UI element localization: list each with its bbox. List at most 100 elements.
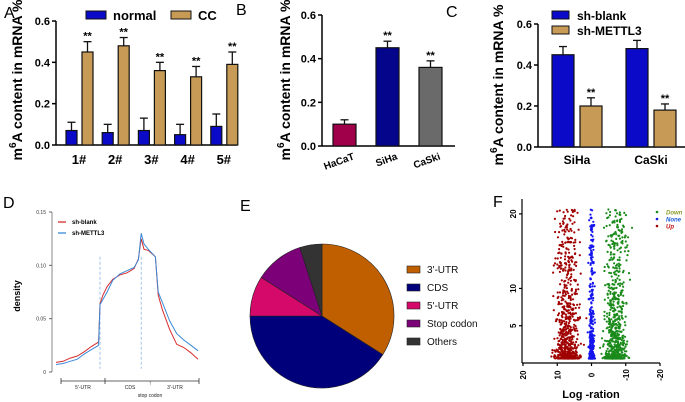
panel-d-ytick-label: 0: [43, 370, 46, 376]
panel-f-point-Down: [624, 324, 627, 327]
panel-f-point-Down: [602, 226, 606, 229]
panel-f-point-Up: [563, 285, 567, 288]
panel-f-point-None: [589, 322, 592, 325]
panel-f-point-Up: [575, 350, 578, 353]
panel-f-point-Down: [606, 250, 609, 253]
panel-f-point-Down: [613, 245, 616, 248]
panel-f-point-Up: [558, 353, 562, 356]
panel-f-point-Down: [618, 278, 621, 281]
panel-f-point-Up: [574, 325, 577, 328]
panel-f-point-Up: [558, 231, 561, 234]
panel-c-xtick-label: CaSki: [634, 153, 667, 167]
panel-f-point-Down: [624, 214, 628, 217]
panel-f-point-Down: [618, 315, 621, 318]
panel-f-point-Up: [571, 210, 574, 214]
panel-f-point-Up: [579, 272, 582, 275]
panel-f-point-Down: [620, 357, 624, 360]
panel-f-point-Up: [562, 336, 565, 339]
panel-f-point-Up: [566, 337, 569, 340]
panel-f-point-Up: [571, 222, 574, 225]
panel-f-point-Down: [609, 251, 613, 254]
panel-f-point-Up: [567, 260, 570, 264]
panel-f-point-Up: [565, 334, 568, 337]
panel-f-point-None: [591, 269, 594, 272]
panel-f-point-Up: [561, 356, 564, 359]
panel-f-point-Down: [613, 221, 616, 224]
panel-c-ytick-label: 0.2: [517, 101, 532, 113]
panel-f-point-None: [589, 313, 592, 316]
panel-f-point-Up: [572, 241, 575, 244]
panel-f-point-Down: [606, 292, 609, 295]
panel-f-point-None: [592, 310, 595, 314]
panel-f-point-None: [591, 209, 594, 212]
panel-f-point-Down: [613, 323, 616, 326]
panel-f-point-Down: [621, 271, 625, 274]
panel-f-point-Down: [614, 319, 617, 323]
panel-f-point-Down: [624, 234, 627, 237]
panel-f-point-Up: [564, 332, 567, 335]
panel-f-point-Down: [612, 266, 615, 269]
panel-f-point-Down: [619, 282, 622, 285]
panel-f-point-None: [589, 283, 592, 286]
panel-f-point-Up: [563, 294, 566, 297]
panel-f-point-Up: [560, 296, 563, 299]
panel-f-point-Up: [563, 312, 566, 315]
panel-f-point-Up: [578, 254, 581, 257]
panel-f-point-Up: [572, 303, 575, 306]
panel-c-legend-label: sh-METTL3: [577, 24, 642, 38]
panel-f-point-Up: [559, 283, 562, 286]
panel-f-point-Up: [567, 292, 570, 295]
panel-f-point-Down: [617, 333, 621, 336]
panel-f-point-Down: [610, 324, 613, 327]
panel-f-point-Up: [571, 347, 574, 350]
panel-f-point-Down: [600, 337, 604, 340]
panel-f-point-Down: [623, 250, 627, 253]
panel-f-point-Down: [622, 337, 625, 340]
panel-f-point-Up: [570, 229, 573, 232]
panel-f-point-Up: [553, 217, 557, 220]
panel-a-ytick-label: 0.2: [35, 99, 50, 111]
panel-f-point-None: [590, 337, 593, 340]
panel-f-point-Down: [610, 306, 613, 309]
panel-f-point-None: [587, 261, 590, 264]
panel-f-point-Up: [566, 325, 570, 328]
panel-f-point-Up: [557, 300, 560, 304]
panel-f-point-Down: [613, 219, 616, 222]
panel-f-point-Down: [611, 292, 615, 295]
panel-f-point-Down: [609, 246, 612, 249]
panel-f-point-Down: [608, 284, 611, 287]
panel-f-point-Up: [569, 303, 572, 306]
panel-f-point-Down: [612, 242, 616, 245]
panel-f-point-Up: [575, 327, 578, 330]
panel-f-point-Up: [565, 247, 568, 250]
panel-f-point-Down: [613, 308, 617, 311]
panel-f-point-Down: [624, 345, 627, 348]
panel-f-point-Down: [623, 350, 627, 353]
panel-f-point-Down: [615, 273, 618, 276]
panel-f-point-Up: [559, 327, 562, 331]
panel-f-point-Up: [556, 257, 559, 260]
panel-f-point-Down: [615, 267, 618, 270]
panel-a-ytick-label: 0.4: [35, 57, 51, 69]
panel-a-bar-CC: [81, 51, 94, 146]
panel-f-point-Up: [558, 264, 561, 268]
panel-f-point-Down: [610, 299, 613, 302]
panel-f-point-Down: [615, 286, 618, 289]
panel-f-point-Up: [570, 338, 573, 341]
panel-f-point-None: [589, 344, 592, 347]
panel-f-point-Up: [558, 248, 561, 251]
panel-f-point-Down: [613, 340, 616, 343]
panel-f-point-Up: [562, 268, 565, 271]
panel-f-point-Up: [556, 267, 559, 270]
panel-f-point-Up: [562, 326, 565, 329]
panel-f-point-Down: [600, 352, 603, 355]
panel-f-point-Down: [612, 350, 616, 353]
panel-f-point-Down: [612, 336, 615, 339]
panel-f-point-Down: [616, 298, 619, 301]
panel-f-point-Down: [603, 314, 606, 317]
panel-f-point-Up: [568, 356, 571, 360]
panel-f-point-Up: [576, 283, 579, 286]
panel-c-ytick-label: 0.4: [517, 60, 533, 72]
panel-f-point-Up: [560, 341, 563, 344]
panel-c-ytick-label: 0.6: [517, 19, 532, 31]
